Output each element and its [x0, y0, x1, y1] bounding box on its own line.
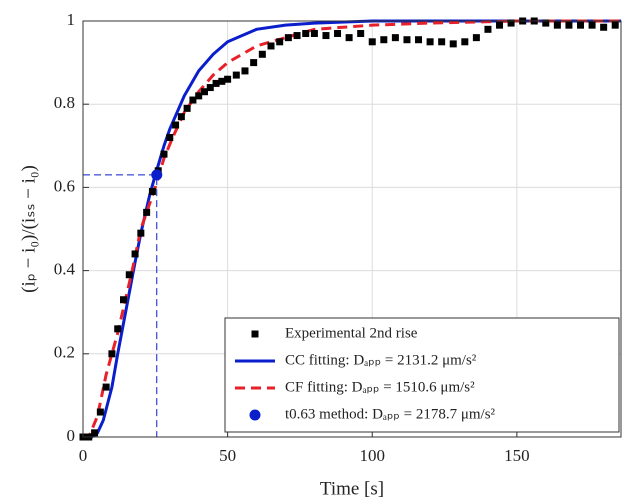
data-point [166, 133, 174, 141]
data-point [148, 188, 156, 196]
data-point [258, 50, 266, 58]
data-point [472, 34, 480, 42]
data-point [267, 42, 275, 50]
data-point [461, 38, 469, 46]
legend-symbol [251, 330, 259, 338]
x-tick-label: 100 [359, 446, 385, 465]
data-point [108, 350, 116, 358]
data-point [102, 383, 110, 391]
data-point [241, 67, 249, 75]
data-point [415, 36, 423, 44]
data-point [611, 21, 619, 29]
legend-box [224, 317, 620, 433]
data-point [334, 29, 342, 37]
x-tick-label: 150 [504, 446, 530, 465]
data-point [250, 59, 258, 67]
data-point [293, 32, 301, 40]
y-tick-label: 0.2 [54, 343, 75, 362]
data-point [125, 271, 133, 279]
data-point [345, 34, 353, 42]
data-point [137, 229, 145, 237]
data-point [542, 19, 550, 27]
data-point [189, 96, 197, 104]
data-point [484, 25, 492, 33]
y-axis-label: (iₚ − i₀)/(iₛₛ − i₀) [18, 165, 39, 293]
data-point [496, 21, 504, 29]
data-point [449, 40, 457, 48]
data-point [172, 121, 180, 129]
data-point [368, 38, 376, 46]
data-point [276, 38, 284, 46]
data-point [600, 23, 608, 31]
data-point [553, 21, 561, 29]
data-point [143, 208, 151, 216]
fit-line [83, 19, 621, 439]
data-point [380, 36, 388, 44]
data-point [507, 19, 515, 27]
data-point [200, 88, 208, 96]
data-point [96, 408, 104, 416]
y-tick-label: 1 [67, 10, 76, 29]
data-point [403, 36, 411, 44]
data-point [195, 92, 203, 100]
data-point [284, 34, 292, 42]
data-point [577, 21, 585, 29]
data-point [322, 32, 330, 40]
data-point [224, 75, 232, 83]
data-point [206, 84, 214, 92]
legend-label: t0.63 method: Dₐₚₚ = 2178.7 μm/s² [285, 406, 496, 422]
data-point [91, 429, 99, 437]
data-point [151, 169, 163, 181]
data-point [565, 21, 573, 29]
plot-frame [82, 20, 622, 438]
y-tick-label: 0 [67, 426, 76, 445]
x-axis-label: Time [s] [320, 478, 384, 499]
y-tick-label: 0.6 [54, 176, 75, 195]
data-point [114, 325, 122, 333]
data-point [391, 34, 399, 42]
data-point [218, 77, 226, 85]
data-point [588, 21, 596, 29]
data-point [119, 296, 127, 304]
data-point [177, 113, 185, 121]
data-point [438, 38, 446, 46]
legend-symbol [249, 409, 261, 421]
data-point [302, 29, 310, 37]
data-point [160, 150, 168, 158]
data-point [131, 250, 139, 258]
data-point [357, 29, 365, 37]
data-point [426, 38, 434, 46]
data-point [183, 104, 191, 112]
x-tick-label: 0 [79, 446, 88, 465]
y-tick-label: 0.8 [54, 93, 75, 112]
legend-label: CC fitting: Dₐₚₚ = 2131.2 μm/s² [285, 352, 477, 368]
legend-label: Experimental 2nd rise [285, 325, 418, 341]
guide-line [83, 174, 158, 437]
data-point [232, 71, 240, 79]
data-point [212, 79, 220, 87]
data-point [310, 29, 318, 37]
legend-label: CF fitting: Dₐₚₚ = 1510.6 μm/s² [285, 379, 475, 395]
y-tick-label: 0.4 [54, 260, 76, 279]
x-tick-label: 50 [219, 446, 236, 465]
